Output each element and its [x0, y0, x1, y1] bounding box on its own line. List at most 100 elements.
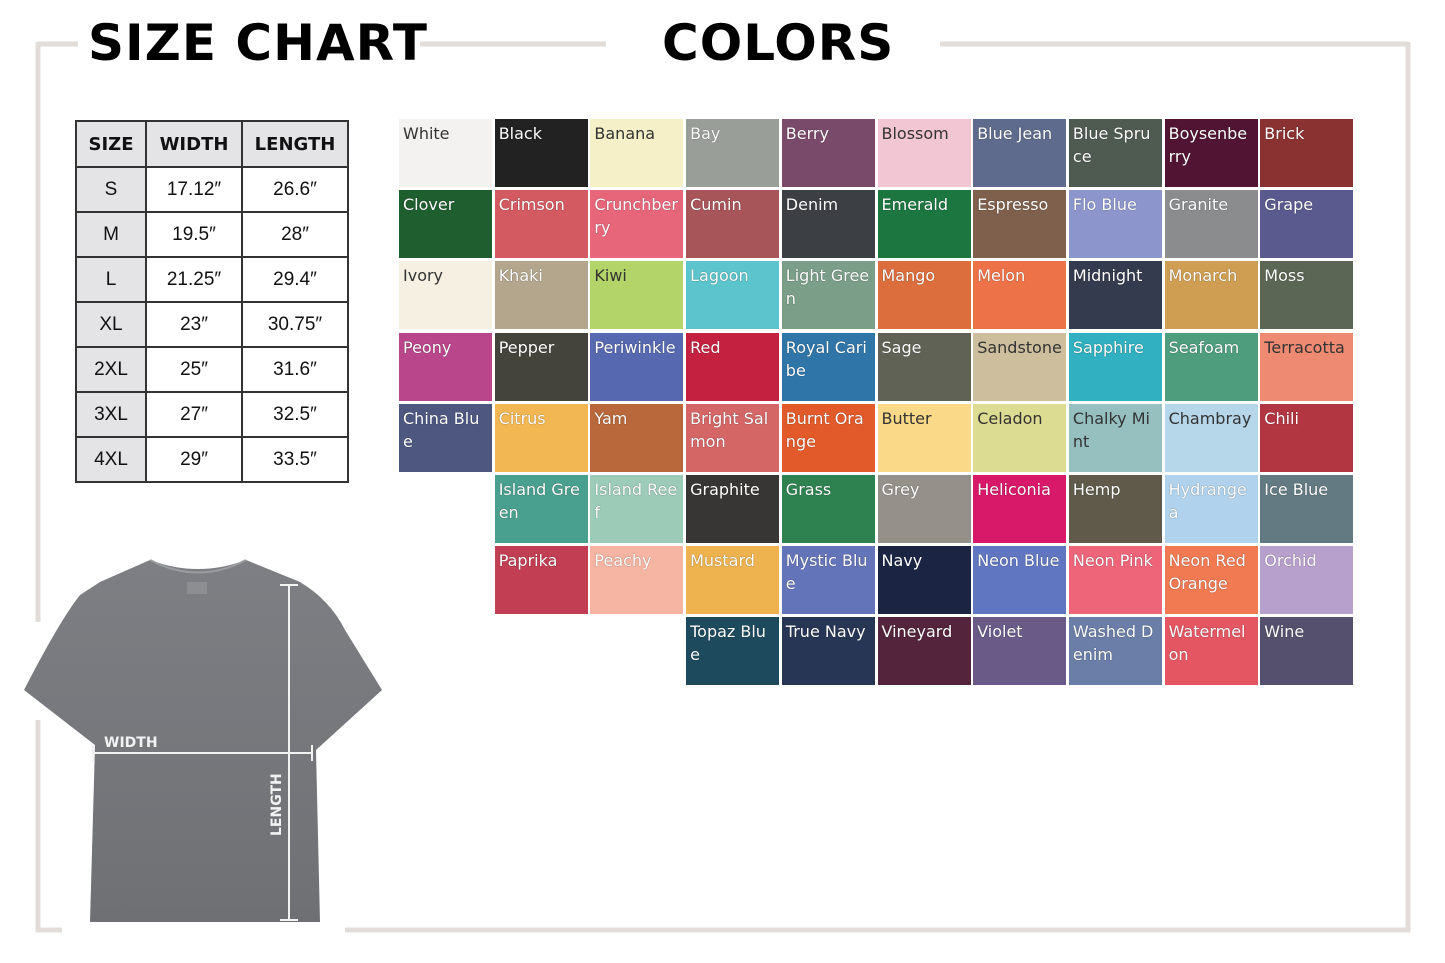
color-swatch[interactable]: Emerald	[877, 190, 971, 259]
color-swatch[interactable]: Terracotta	[1260, 332, 1354, 401]
color-swatch[interactable]: Neon Pink	[1068, 546, 1162, 615]
color-swatch-label: White	[403, 124, 450, 143]
length-cell: 31.6″	[241, 346, 349, 393]
color-swatch[interactable]: Light Green	[781, 261, 875, 330]
color-swatch[interactable]: Blue Spruce	[1068, 119, 1162, 187]
color-swatch[interactable]: Paprika	[494, 546, 588, 615]
color-swatch[interactable]: Chambray	[1164, 403, 1258, 472]
color-swatch[interactable]: Cumin	[686, 190, 780, 259]
color-swatch[interactable]: Island Reef	[590, 475, 684, 543]
color-swatch[interactable]: Chalky Mint	[1068, 403, 1162, 472]
color-swatch[interactable]: Ivory	[399, 261, 492, 330]
colors-title: COLORS	[662, 14, 895, 72]
width-cell: 17.12″	[145, 166, 243, 213]
color-swatch[interactable]: Citrus	[494, 403, 588, 472]
color-swatch[interactable]: Wine	[1260, 617, 1354, 686]
color-swatch-label: Mystic Blue	[785, 551, 868, 594]
color-swatch[interactable]: Periwinkle	[590, 332, 684, 401]
color-swatch[interactable]: Ice Blue	[1260, 475, 1354, 543]
color-swatch[interactable]: Orchid	[1260, 546, 1354, 615]
length-cell: 30.75″	[241, 301, 349, 348]
color-swatch[interactable]: Black	[494, 119, 588, 187]
color-swatch-label: Pepper	[498, 337, 555, 357]
length-cell: 33.5″	[241, 436, 349, 483]
color-swatch[interactable]: Vineyard	[877, 617, 971, 686]
color-swatch[interactable]: Banana	[590, 119, 684, 187]
color-swatch[interactable]: Celadon	[973, 403, 1067, 472]
color-swatch[interactable]: Berry	[781, 119, 875, 187]
color-swatch[interactable]: Sandstone	[973, 332, 1067, 401]
size-table: SIZE WIDTH LENGTH S 17.12″ 26.6″ M 19.5″ 28″ L…	[75, 120, 349, 483]
color-swatch-label: Island Green	[498, 480, 580, 522]
color-swatch[interactable]: Khaki	[494, 261, 588, 330]
color-swatch[interactable]: Grey	[877, 475, 971, 543]
color-swatch[interactable]: Seafoam	[1164, 332, 1258, 401]
color-swatch[interactable]: Flo Blue	[1068, 190, 1162, 259]
color-swatch[interactable]: Midnight	[1068, 261, 1162, 330]
color-swatch[interactable]: Boysenberry	[1164, 119, 1258, 187]
color-swatch[interactable]: Chili	[1260, 403, 1354, 472]
color-swatch[interactable]: Sage	[877, 332, 971, 401]
color-swatch[interactable]: Blossom	[877, 119, 971, 187]
color-swatch[interactable]: Crimson	[494, 190, 588, 259]
color-swatch[interactable]: Bay	[686, 119, 780, 187]
color-swatch[interactable]: Watermelon	[1164, 617, 1258, 686]
color-swatch-label: Grass	[785, 480, 832, 499]
color-swatch-label: Burnt Orange	[785, 408, 864, 451]
color-swatch[interactable]: Red	[686, 332, 780, 401]
color-swatch[interactable]: Neon Blue	[973, 546, 1067, 615]
color-swatch[interactable]: Kiwi	[590, 261, 684, 330]
color-swatch-label: Peony	[403, 337, 452, 357]
size-chart-title: SIZE CHART	[88, 14, 429, 72]
color-swatch[interactable]: Blue Jean	[973, 119, 1067, 187]
color-swatch[interactable]: Sapphire	[1068, 332, 1162, 401]
color-swatch[interactable]: Navy	[877, 546, 971, 615]
color-swatch[interactable]: Mustard	[686, 546, 780, 615]
color-swatch[interactable]: Grape	[1260, 190, 1354, 259]
color-swatch[interactable]: Grass	[781, 475, 875, 543]
color-swatch[interactable]: Topaz Blue	[686, 617, 780, 686]
size-cell: L	[75, 256, 147, 303]
color-swatch[interactable]: Washed Denim	[1068, 617, 1162, 686]
color-swatch-label: Heliconia	[977, 480, 1051, 499]
shirt-tag	[187, 582, 207, 594]
color-swatch[interactable]: Hemp	[1068, 475, 1162, 543]
color-swatch[interactable]: Peony	[399, 332, 492, 401]
color-swatch[interactable]: Denim	[781, 190, 875, 259]
color-swatch[interactable]: Bright Salmon	[686, 403, 780, 472]
color-swatch[interactable]: Pepper	[494, 332, 588, 401]
color-swatch[interactable]: China Blue	[399, 403, 492, 472]
color-swatch[interactable]: Island Green	[494, 475, 588, 543]
color-swatch[interactable]: Hydrangea	[1164, 475, 1258, 543]
color-swatch[interactable]: Monarch	[1164, 261, 1258, 330]
color-swatch[interactable]: Graphite	[686, 475, 780, 543]
color-swatch[interactable]: White	[399, 119, 492, 187]
color-swatch[interactable]: Clover	[399, 190, 492, 259]
color-swatch[interactable]: Granite	[1164, 190, 1258, 259]
color-swatch-label: Cumin	[690, 195, 742, 215]
color-swatch[interactable]: Mango	[877, 261, 971, 330]
color-swatch[interactable]: Brick	[1260, 119, 1354, 187]
color-swatch[interactable]: True Navy	[781, 617, 875, 686]
color-swatch-label: Hemp	[1072, 480, 1121, 499]
color-swatch-label: Berry	[785, 124, 829, 143]
color-swatch[interactable]: Melon	[973, 261, 1067, 330]
color-swatch-label: Grey	[881, 480, 920, 499]
color-swatch[interactable]: Crunchberry	[590, 190, 684, 259]
color-swatch[interactable]: Yam	[590, 403, 684, 472]
color-swatch[interactable]: Mystic Blue	[781, 546, 875, 615]
color-swatch[interactable]: Neon Red Orange	[1164, 546, 1258, 615]
color-swatch[interactable]: Lagoon	[686, 261, 780, 330]
color-swatch[interactable]: Heliconia	[973, 475, 1067, 543]
color-swatch[interactable]: Violet	[973, 617, 1067, 686]
size-cell: 3XL	[75, 391, 147, 438]
color-swatch-label: Brick	[1264, 124, 1305, 143]
color-swatch-label: Banana	[594, 124, 656, 143]
color-swatch[interactable]: Royal Caribe	[781, 332, 875, 401]
color-swatch[interactable]: Butter	[877, 403, 971, 472]
color-swatch[interactable]: Moss	[1260, 261, 1354, 330]
color-swatch[interactable]: Espresso	[973, 190, 1067, 259]
color-swatch[interactable]: Burnt Orange	[781, 403, 875, 472]
color-swatch-label: China Blue	[403, 408, 480, 451]
color-swatch[interactable]: Peachy	[590, 546, 684, 615]
